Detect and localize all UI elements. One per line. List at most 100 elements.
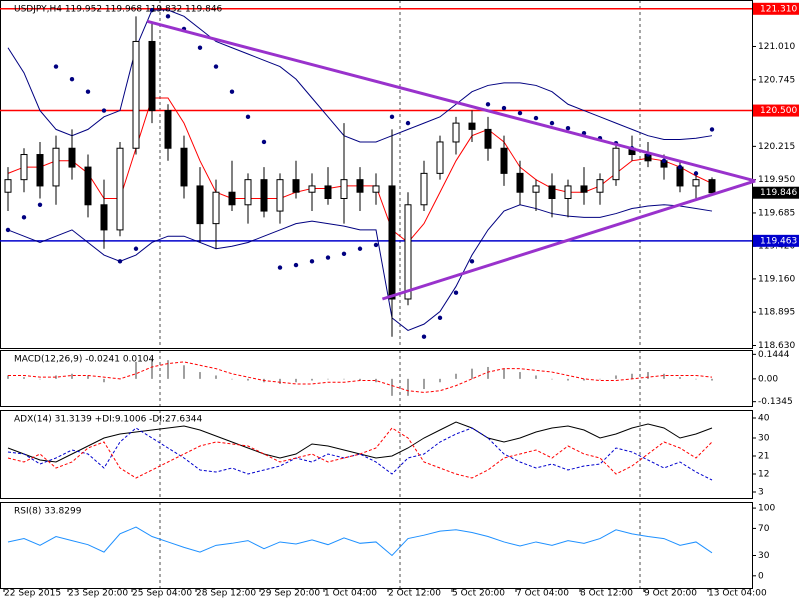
macd-bar bbox=[663, 373, 665, 379]
sar-dot bbox=[197, 45, 203, 50]
candle-body bbox=[468, 122, 476, 130]
y-tick-label: 120.745 bbox=[758, 75, 795, 85]
trendline bbox=[381, 179, 756, 301]
sar-dot bbox=[53, 64, 59, 69]
candle-body bbox=[596, 179, 604, 193]
macd-bar bbox=[375, 378, 377, 383]
sar-dot bbox=[565, 125, 571, 131]
candle-body bbox=[324, 185, 332, 199]
x-tick-label: 22 Sep 2015 bbox=[4, 589, 61, 599]
sar-dot bbox=[149, 7, 155, 13]
level-box bbox=[753, 234, 799, 247]
candle-body bbox=[612, 147, 620, 181]
macd-bar bbox=[183, 365, 185, 379]
sar-dot bbox=[277, 265, 283, 270]
macd-bar bbox=[631, 373, 633, 379]
macd-bar bbox=[359, 378, 361, 381]
macd-bar bbox=[103, 378, 105, 383]
panel-title: ADX(14) 31.3139 +DI:9.1006 -DI:27.6344 bbox=[14, 415, 203, 425]
candle-body bbox=[484, 128, 492, 149]
macd-bar bbox=[647, 372, 649, 379]
candle-body bbox=[260, 179, 268, 212]
macd-bar bbox=[87, 375, 89, 379]
indicator-line bbox=[7, 427, 713, 479]
macd-bar bbox=[7, 375, 9, 379]
indicator-line bbox=[7, 526, 713, 557]
indicator-line bbox=[7, 427, 713, 481]
sar-dot bbox=[213, 64, 219, 69]
candle-body bbox=[148, 40, 156, 112]
sar-dot bbox=[85, 89, 91, 94]
x-tick-label: 28 Sep 12:00 bbox=[196, 589, 256, 599]
level-box bbox=[753, 2, 799, 15]
y-tick-label: 119.685 bbox=[758, 208, 795, 218]
sar-dot bbox=[469, 259, 475, 264]
x-tick-label: 8 Oct 12:00 bbox=[580, 589, 633, 599]
sar-dot bbox=[661, 158, 667, 164]
macd-bar bbox=[551, 378, 553, 380]
candle-body bbox=[452, 122, 460, 143]
candle-body bbox=[404, 204, 412, 300]
macd-bar bbox=[39, 378, 41, 380]
last-price-box bbox=[753, 186, 799, 199]
macd-bar bbox=[455, 373, 457, 379]
sar-dot bbox=[37, 202, 43, 207]
macd-bar bbox=[439, 378, 441, 383]
candle-body bbox=[52, 147, 60, 187]
candle-body bbox=[356, 179, 364, 193]
y-tick-label: 118.895 bbox=[758, 308, 795, 318]
y-tick-label: 21 bbox=[758, 452, 769, 462]
y-tick-label: 0.00 bbox=[758, 374, 778, 384]
sar-dot bbox=[405, 120, 411, 126]
candle-body bbox=[4, 179, 12, 193]
candle-body bbox=[84, 166, 92, 206]
panel-frame bbox=[0, 502, 753, 589]
candle-body bbox=[196, 185, 204, 225]
macd-bar bbox=[471, 368, 473, 379]
panel-frame bbox=[0, 0, 753, 349]
sar-dot bbox=[325, 255, 331, 260]
candle-body bbox=[436, 141, 444, 174]
candle-body bbox=[516, 172, 524, 193]
x-tick-label: 9 Oct 20:00 bbox=[644, 589, 697, 599]
macd-bar bbox=[231, 378, 233, 380]
x-tick-label: 23 Sep 20:00 bbox=[68, 589, 128, 599]
candle-body bbox=[708, 179, 716, 194]
trendline bbox=[146, 19, 756, 183]
macd-bar bbox=[487, 366, 489, 379]
candle-body bbox=[228, 191, 236, 206]
y-tick-label: 118.630 bbox=[758, 341, 795, 351]
y-tick-label: 0 bbox=[758, 571, 764, 581]
y-tick-label: 30 bbox=[758, 434, 770, 444]
sar-dot bbox=[117, 259, 123, 264]
macd-bar bbox=[615, 375, 617, 379]
macd-bar bbox=[151, 358, 153, 379]
sar-dot bbox=[533, 115, 539, 121]
sar-dot bbox=[517, 110, 523, 116]
y-tick-label: 3 bbox=[758, 488, 764, 498]
x-tick-label: 7 Oct 04:00 bbox=[516, 589, 569, 599]
sar-dot bbox=[229, 89, 235, 94]
candle-body bbox=[20, 154, 28, 181]
panel-title: USDJPY,H4 119.952 119.968 119.832 119.84… bbox=[14, 5, 223, 15]
macd-bar bbox=[535, 375, 537, 379]
macd-bar bbox=[167, 360, 169, 379]
candle-body bbox=[164, 110, 172, 149]
macd-bar bbox=[55, 375, 57, 379]
x-tick-label: 25 Sep 04:00 bbox=[132, 589, 192, 599]
candle-body bbox=[100, 204, 108, 231]
macd-bar bbox=[247, 378, 249, 381]
macd-bar bbox=[583, 378, 585, 381]
candle-body bbox=[308, 185, 316, 193]
signal-line bbox=[8, 361, 713, 393]
sar-dot bbox=[389, 114, 395, 120]
level-label: 119.463 bbox=[760, 236, 797, 246]
macd-bar bbox=[327, 378, 329, 380]
macd-bar bbox=[295, 378, 297, 383]
candle-body bbox=[372, 185, 380, 193]
candle-body bbox=[244, 179, 252, 206]
overlay-line bbox=[7, 204, 713, 331]
macd-bar bbox=[407, 378, 409, 396]
sar-dot bbox=[309, 259, 315, 264]
